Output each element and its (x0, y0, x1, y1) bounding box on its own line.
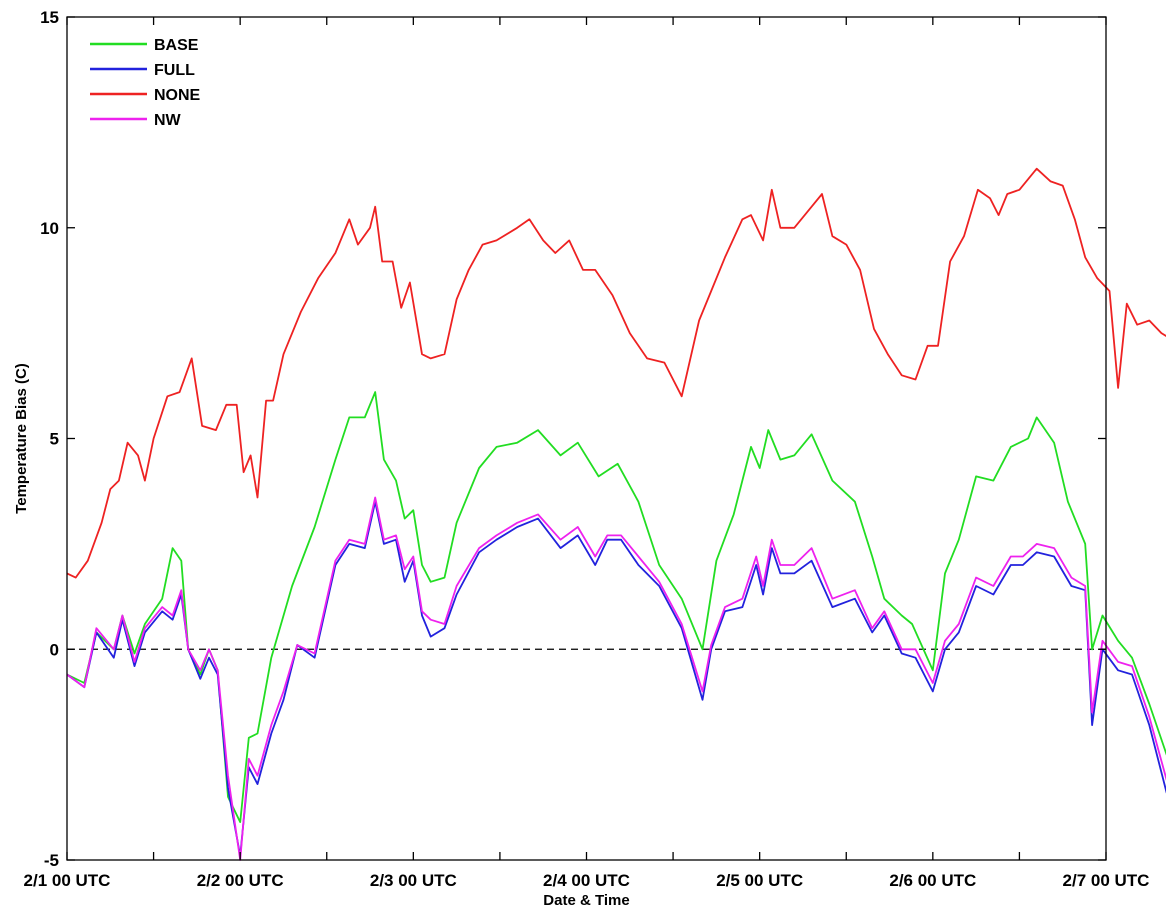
x-tick-label: 2/6 00 UTC (889, 871, 976, 890)
axes: -5 0 5 10 15 2/1 00 UTC 2/2 00 UTC 2/3 00 UTC 2/… (24, 8, 1150, 890)
y-tick-label: -5 (44, 851, 59, 870)
series-layer (66, 167, 1166, 861)
x-tick-label: 2/7 00 UTC (1063, 871, 1150, 890)
legend-label-none: NONE (154, 87, 201, 104)
y-tick-label: 15 (40, 8, 59, 27)
x-tick-label: 2/2 00 UTC (197, 871, 284, 890)
y-axis-label: Temperature Bias (C) (13, 363, 30, 514)
series-line-none (66, 167, 1166, 579)
x-tick-label: 2/5 00 UTC (716, 871, 803, 890)
legend: BASE FULL NONE NW (90, 37, 201, 129)
series-line-full (66, 500, 1166, 857)
series-line-nw (66, 496, 1166, 861)
x-tick-label: 2/4 00 UTC (543, 871, 630, 890)
legend-label-full: FULL (154, 62, 195, 79)
y-tick-label: 0 (50, 640, 59, 659)
legend-label-base: BASE (154, 37, 199, 54)
x-tick-label: 2/3 00 UTC (370, 871, 457, 890)
y-tick-label: 10 (40, 219, 59, 238)
y-tick-label: 5 (50, 430, 59, 449)
legend-label-nw: NW (154, 112, 182, 129)
x-tick-label: 2/1 00 UTC (24, 871, 111, 890)
x-axis-label: Date & Time (543, 892, 629, 909)
